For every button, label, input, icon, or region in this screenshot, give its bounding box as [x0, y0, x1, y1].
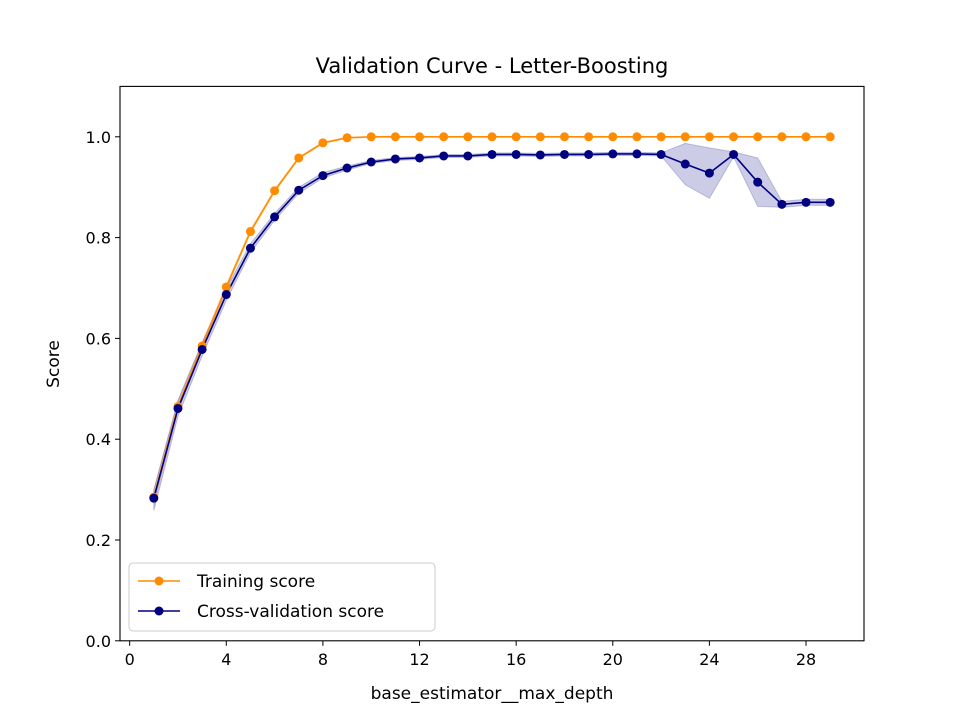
point-cross-validation — [221, 290, 231, 300]
point-training — [390, 132, 400, 142]
point-cross-validation — [511, 149, 521, 159]
point-cross-validation — [318, 171, 328, 181]
legend: Training score Cross-validation score — [128, 562, 436, 632]
x-tick-label: 28 — [796, 650, 816, 669]
point-cross-validation — [415, 153, 425, 163]
point-training — [342, 133, 352, 143]
legend-label-cross-validation: Cross-validation score — [197, 602, 384, 622]
x-tick-label: 20 — [603, 650, 623, 669]
y-axis-label: Score — [44, 340, 64, 388]
point-training — [584, 132, 594, 142]
point-cross-validation — [801, 197, 811, 207]
x-tick-label: 12 — [409, 650, 429, 669]
legend-entry-cross-validation: Cross-validation score — [138, 602, 384, 622]
point-training — [777, 132, 787, 142]
x-tick-label: 0 — [125, 650, 135, 669]
point-training — [294, 153, 304, 163]
point-training — [608, 132, 618, 142]
series-markers — [149, 132, 835, 503]
y-tick-label: 0.2 — [86, 531, 111, 550]
point-cross-validation — [559, 149, 569, 159]
point-cross-validation — [270, 212, 280, 222]
point-training — [221, 282, 231, 292]
point-cross-validation — [680, 159, 690, 169]
point-training — [753, 132, 763, 142]
point-training — [245, 227, 255, 237]
plot-background — [120, 86, 864, 641]
legend-label-training: Training score — [196, 572, 315, 592]
point-cross-validation — [197, 344, 207, 354]
point-training — [270, 186, 280, 196]
y-axis: 0.0 0.2 0.4 0.6 0.8 1.0 — [86, 128, 120, 651]
point-cross-validation — [753, 177, 763, 187]
legend-box — [128, 562, 436, 632]
point-cross-validation — [656, 149, 666, 159]
point-cross-validation — [294, 185, 304, 195]
point-cross-validation — [173, 403, 183, 413]
point-training — [801, 132, 811, 142]
x-tick-label: 24 — [699, 650, 719, 669]
plot-frame — [119, 85, 865, 642]
x-axis: 0 4 8 12 16 20 24 28 — [125, 640, 816, 669]
point-training — [318, 138, 328, 148]
point-training — [680, 132, 690, 142]
plot-area — [119, 85, 865, 642]
x-tick-label: 8 — [318, 650, 328, 669]
point-cross-validation — [390, 154, 400, 164]
point-cross-validation — [245, 243, 255, 253]
chart-title: Validation Curve - Letter-Boosting — [316, 54, 669, 78]
point-training — [535, 132, 545, 142]
point-training — [463, 132, 473, 142]
point-cross-validation — [632, 149, 642, 159]
point-cross-validation — [439, 151, 449, 161]
y-tick-label: 0.8 — [86, 229, 111, 248]
point-cross-validation — [463, 151, 473, 161]
point-cross-validation — [342, 163, 352, 173]
point-cross-validation — [777, 199, 787, 209]
point-cross-validation — [366, 157, 376, 167]
point-training — [366, 132, 376, 142]
point-cross-validation — [704, 168, 714, 178]
y-tick-label: 0.4 — [86, 430, 111, 449]
y-tick-label: 0.6 — [86, 329, 111, 348]
point-training — [559, 132, 569, 142]
point-cross-validation — [825, 197, 835, 207]
x-tick-label: 16 — [506, 650, 526, 669]
point-training — [487, 132, 497, 142]
point-training — [729, 132, 739, 142]
point-cross-validation — [608, 149, 618, 159]
point-training — [704, 132, 714, 142]
legend-swatch-marker-training — [154, 576, 164, 586]
point-training — [415, 132, 425, 142]
point-cross-validation — [729, 149, 739, 159]
point-training — [439, 132, 449, 142]
point-training — [825, 132, 835, 142]
point-training — [511, 132, 521, 142]
legend-entry-training: Training score — [138, 572, 315, 592]
point-cross-validation — [487, 149, 497, 159]
y-tick-label: 1.0 — [86, 128, 111, 147]
point-cross-validation — [584, 149, 594, 159]
y-tick-label: 0.0 — [86, 632, 111, 651]
point-cross-validation — [535, 150, 545, 160]
x-axis-label: base_estimator__max_depth — [371, 684, 614, 704]
point-training — [632, 132, 642, 142]
point-training — [656, 132, 666, 142]
x-tick-label: 4 — [221, 650, 231, 669]
point-cross-validation — [149, 493, 159, 503]
legend-swatch-marker-cross-validation — [154, 606, 164, 616]
